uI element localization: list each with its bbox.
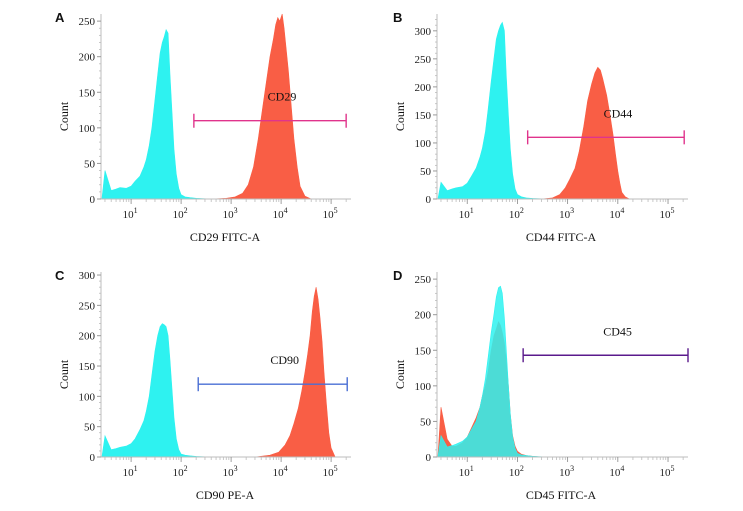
y-tick-label: 300 <box>415 26 432 38</box>
histogram-series-1 <box>541 66 630 200</box>
x-tick-label: 105 <box>323 464 338 479</box>
y-axis-label: Count <box>57 359 71 389</box>
panel-label: B <box>393 10 402 25</box>
x-axis-label: CD90 PE-A <box>196 488 255 502</box>
y-tick-label: 100 <box>79 123 96 135</box>
y-tick-label: 300 <box>79 270 96 282</box>
histogram-series-0 <box>437 21 548 200</box>
x-tick-label: 102 <box>173 206 188 221</box>
x-tick-label: 102 <box>173 464 188 479</box>
y-tick-label: 50 <box>420 416 432 428</box>
y-tick-label: 150 <box>79 361 96 373</box>
histogram-series-0 <box>101 28 212 200</box>
panel-d: D 0 50 100 150 200 250 101 102 103 104 105 CD45 Count… <box>393 268 689 502</box>
y-tick-label: 100 <box>79 391 96 403</box>
x-tick-label: 103 <box>559 206 574 221</box>
panel-a: A 0 50 100 150 200 250 101 102 103 104 105 CD29 Count… <box>55 10 351 244</box>
x-tick-label: 104 <box>273 464 288 479</box>
gate-label: CD45 <box>603 324 632 338</box>
gate-label: CD44 <box>604 106 633 120</box>
y-tick-label: 50 <box>84 422 96 434</box>
y-tick-label: 200 <box>415 82 432 94</box>
x-tick-label: 101 <box>459 464 474 479</box>
gate-label: CD29 <box>268 90 297 104</box>
x-tick-label: 103 <box>223 206 238 221</box>
y-tick-label: 100 <box>415 138 432 150</box>
y-tick-label: 100 <box>415 381 432 393</box>
histogram-series-1 <box>254 287 336 458</box>
x-tick-label: 102 <box>509 206 524 221</box>
x-tick-label: 101 <box>459 206 474 221</box>
y-tick-label: 200 <box>79 52 96 64</box>
x-axis-label: CD44 FITC-A <box>526 230 597 244</box>
histogram-series-1 <box>211 13 312 200</box>
y-tick-label: 200 <box>79 331 96 343</box>
y-tick-label: 250 <box>79 300 96 312</box>
histogram-series-1 <box>437 285 548 458</box>
x-tick-label: 103 <box>223 464 238 479</box>
y-tick-label: 150 <box>415 345 432 357</box>
x-tick-label: 101 <box>123 206 138 221</box>
x-tick-label: 104 <box>609 206 624 221</box>
y-tick-label: 0 <box>426 194 432 206</box>
panel-b: B 0 50 100 150 200 250 300 101 102 103 104 105 CD44 Co… <box>393 10 688 244</box>
y-tick-label: 150 <box>415 110 432 122</box>
panel-label: C <box>55 268 65 283</box>
gate-label: CD90 <box>270 353 299 367</box>
panel-label: A <box>55 10 65 25</box>
y-tick-label: 150 <box>79 87 96 99</box>
x-tick-label: 104 <box>273 206 288 221</box>
y-axis-label: Count <box>393 359 407 389</box>
y-tick-label: 0 <box>426 452 432 464</box>
y-tick-label: 50 <box>84 158 96 170</box>
x-tick-label: 101 <box>123 464 138 479</box>
x-tick-label: 105 <box>660 206 675 221</box>
panel-c: C 0 50 100 150 200 250 300 101 102 103 104 105 CD90 Co… <box>55 268 351 502</box>
y-tick-label: 250 <box>415 54 432 66</box>
x-axis-label: CD45 FITC-A <box>526 488 597 502</box>
histogram-series-0 <box>101 323 212 458</box>
x-tick-label: 105 <box>660 464 675 479</box>
y-tick-label: 200 <box>415 310 432 322</box>
x-tick-label: 103 <box>559 464 574 479</box>
y-axis-label: Count <box>57 101 71 131</box>
panel-label: D <box>393 268 402 283</box>
y-tick-label: 250 <box>415 274 432 286</box>
x-tick-label: 102 <box>509 464 524 479</box>
y-axis-label: Count <box>393 101 407 131</box>
y-tick-label: 0 <box>90 194 96 206</box>
x-axis-label: CD29 FITC-A <box>190 230 261 244</box>
y-tick-label: 50 <box>420 166 432 178</box>
y-tick-label: 0 <box>90 452 96 464</box>
x-tick-label: 104 <box>609 464 624 479</box>
x-tick-label: 105 <box>323 206 338 221</box>
y-tick-label: 250 <box>79 16 96 28</box>
